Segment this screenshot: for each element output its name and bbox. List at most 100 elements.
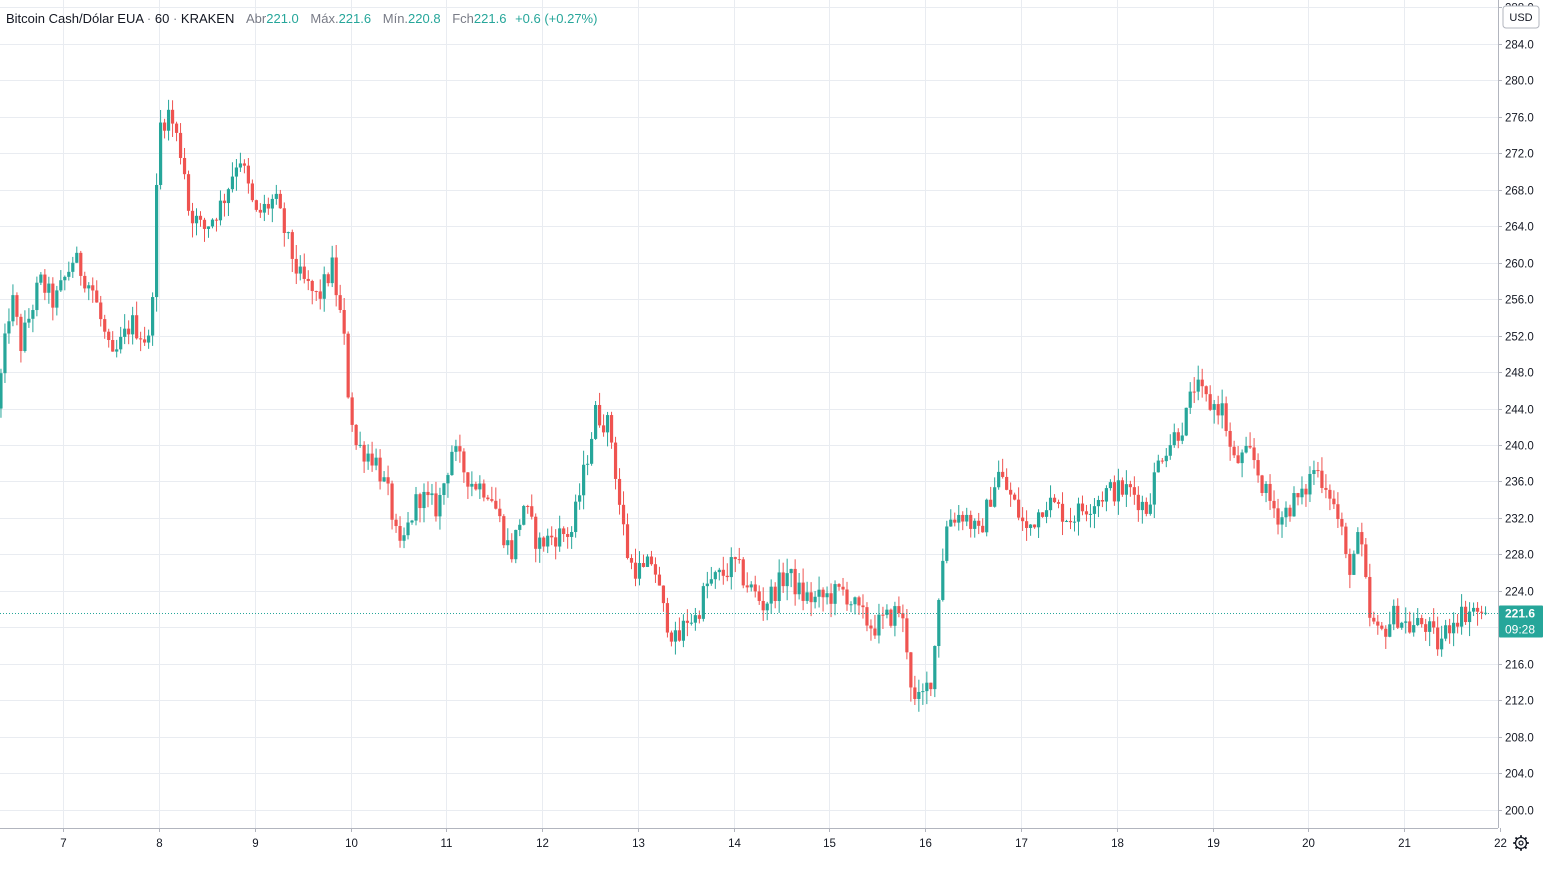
- candle: [857, 595, 861, 615]
- candle-body: [949, 519, 953, 527]
- candle-body: [741, 559, 745, 586]
- candle: [633, 548, 638, 587]
- candle-body: [1232, 446, 1236, 456]
- candle: [609, 411, 614, 449]
- candle: [1184, 407, 1188, 437]
- candle-body: [749, 584, 753, 588]
- candle-body: [1352, 553, 1356, 575]
- candle-body: [1056, 502, 1061, 504]
- candle: [821, 587, 825, 612]
- candle: [601, 414, 606, 437]
- candle-body: [837, 584, 841, 587]
- candle: [530, 494, 534, 520]
- candle: [1188, 382, 1192, 414]
- symbol-name[interactable]: Bitcoin Cash/Dólar EUA: [6, 11, 144, 26]
- candle-body: [7, 321, 11, 334]
- candle: [1009, 482, 1013, 507]
- candle-body: [941, 560, 945, 600]
- candle: [1256, 453, 1260, 483]
- candle: [538, 532, 542, 563]
- candle-body: [498, 508, 502, 517]
- candle-body: [1280, 517, 1284, 525]
- candle-body: [1479, 611, 1484, 613]
- candle-body: [773, 586, 777, 602]
- candle-body: [1240, 452, 1244, 464]
- candle: [1300, 476, 1304, 505]
- time-tick-label: 11: [441, 838, 453, 850]
- candle: [490, 486, 494, 503]
- candle: [1196, 365, 1200, 401]
- candle: [973, 518, 977, 538]
- candle-body: [538, 537, 542, 549]
- candle-body: [945, 526, 949, 561]
- candle: [1168, 434, 1172, 460]
- candle: [162, 118, 167, 139]
- interval[interactable]: 60: [154, 11, 170, 26]
- candle-body: [617, 478, 622, 505]
- candle-body: [1180, 435, 1184, 441]
- price-tick-label: 276.0: [1505, 113, 1534, 125]
- candle: [1416, 608, 1420, 627]
- candle: [1268, 474, 1272, 510]
- candle: [1092, 497, 1097, 529]
- candle: [1164, 448, 1168, 468]
- candle-body: [597, 404, 602, 426]
- candle: [1076, 497, 1081, 536]
- candle-body: [1140, 501, 1144, 511]
- candle-body: [574, 501, 578, 533]
- candle: [1344, 522, 1348, 559]
- candle-body: [1404, 621, 1408, 623]
- price-tick-label: 248.0: [1505, 368, 1534, 380]
- candle: [801, 568, 805, 611]
- open-value: 221.0: [266, 11, 299, 26]
- candle: [458, 434, 462, 463]
- settings-gear-icon[interactable]: [1513, 835, 1529, 851]
- candle: [1124, 470, 1128, 507]
- candle: [825, 586, 829, 605]
- currency-box: [1502, 5, 1540, 29]
- candle: [1272, 490, 1276, 518]
- candle-body: [478, 483, 482, 490]
- candle: [1388, 611, 1392, 638]
- candle-body: [1236, 455, 1240, 464]
- candle: [1056, 499, 1061, 509]
- candle-body: [781, 572, 785, 587]
- candle: [1284, 501, 1288, 527]
- candle: [1460, 594, 1464, 635]
- candle-body: [1428, 621, 1432, 632]
- candle-body: [1304, 488, 1308, 495]
- candle-body: [1475, 607, 1480, 612]
- candle-body: [530, 506, 534, 517]
- candle-body: [1100, 500, 1105, 502]
- candle-body: [542, 537, 546, 547]
- candle-body: [1052, 497, 1057, 503]
- candle-body: [1340, 519, 1344, 527]
- candle: [785, 558, 789, 601]
- candle: [985, 498, 989, 537]
- candle: [997, 460, 1001, 490]
- currency-label[interactable]: USD: [1509, 12, 1532, 24]
- candle-body: [438, 494, 442, 517]
- candle: [438, 487, 442, 530]
- candle: [1444, 619, 1448, 642]
- candle: [590, 432, 594, 466]
- candle-body: [797, 582, 801, 595]
- candle-body: [366, 453, 370, 462]
- candle-body: [103, 319, 107, 332]
- candle: [75, 246, 79, 264]
- candle: [1100, 491, 1105, 508]
- candle-body: [1160, 460, 1164, 462]
- close-label: Fch: [452, 11, 474, 26]
- candle-body: [665, 603, 670, 633]
- candle-body: [861, 605, 865, 608]
- candle-body: [274, 193, 278, 199]
- candle: [1116, 468, 1120, 515]
- candle: [15, 292, 19, 326]
- candle-body: [685, 620, 689, 623]
- candle-body: [753, 584, 757, 592]
- candle: [414, 486, 418, 526]
- candle: [558, 515, 562, 552]
- candle: [518, 519, 522, 537]
